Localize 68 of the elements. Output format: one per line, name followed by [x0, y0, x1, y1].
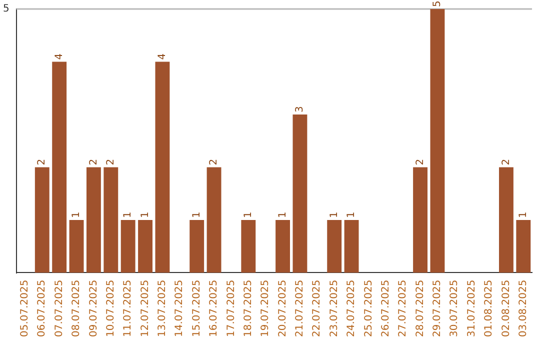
bar: [344, 220, 359, 273]
bar: [276, 220, 290, 273]
data-label: 1: [242, 212, 254, 218]
data-label: 2: [414, 158, 426, 166]
data-label: 1: [122, 212, 134, 218]
bar: [206, 167, 222, 273]
data-label: 1: [518, 212, 529, 218]
data-label: 4: [157, 53, 168, 60]
bar: [86, 167, 101, 273]
data-label: 1: [140, 212, 151, 218]
x-tick-label: 26.07.2025: [380, 280, 392, 338]
bar: [34, 167, 50, 273]
x-tick-label: 23.07.2025: [328, 280, 340, 338]
data-label: 3: [294, 106, 306, 112]
x-tick-label: 19.07.2025: [260, 280, 272, 338]
data-label: 2: [208, 158, 220, 166]
data-label: 1: [71, 212, 82, 218]
data-label: 1: [191, 212, 202, 218]
bar: [190, 220, 204, 273]
bar: [413, 167, 428, 273]
bar: [516, 220, 531, 273]
x-tick-label: 13.07.2025: [157, 280, 168, 338]
bar: [292, 114, 308, 273]
bar: [104, 167, 118, 273]
bar: [430, 9, 445, 273]
x-tick-label: 30.07.2025: [449, 280, 460, 338]
data-label: 4: [54, 53, 65, 60]
x-tick-label: 09.07.2025: [88, 280, 100, 338]
data-label: 1: [346, 212, 358, 218]
x-tick-label: 03.08.2025: [518, 280, 529, 338]
x-tick-label: 27.07.2025: [398, 280, 409, 338]
x-tick-label: 28.07.2025: [414, 280, 426, 338]
x-tick-label: 08.07.2025: [71, 280, 82, 338]
bar: [241, 220, 256, 273]
bar: [120, 220, 136, 273]
x-tick-label: 24.07.2025: [346, 280, 358, 338]
x-tick-label: 10.07.2025: [105, 280, 116, 338]
x-tick-label: 18.07.2025: [242, 280, 254, 338]
data-label: 2: [105, 158, 116, 166]
bar: [155, 62, 170, 273]
x-tick-label: 21.07.2025: [294, 280, 306, 338]
data-label: 2: [500, 158, 512, 166]
bar: [327, 220, 342, 273]
data-label: 1: [277, 212, 288, 218]
data-label: 1: [328, 212, 340, 218]
data-label: 2: [36, 158, 48, 166]
x-tick-label: 06.07.2025: [36, 280, 48, 338]
x-tick-label: 22.07.2025: [312, 280, 323, 338]
x-tick-label: 15.07.2025: [191, 280, 202, 338]
bar: [69, 220, 84, 273]
x-tick-label: 02.08.2025: [500, 280, 512, 338]
x-tick-label: 29.07.2025: [432, 280, 444, 338]
data-label: 5: [432, 0, 444, 7]
x-tick-label: 17.07.2025: [226, 280, 237, 338]
bar: [138, 220, 152, 273]
x-tick-label: 16.07.2025: [208, 280, 220, 338]
x-tick-label: 07.07.2025: [54, 280, 65, 338]
x-tick-label: 14.07.2025: [174, 280, 186, 338]
x-tick-label: 25.07.2025: [363, 280, 374, 338]
x-tick-label: 20.07.2025: [277, 280, 288, 338]
bar: [499, 167, 514, 273]
x-tick-label: 05.07.2025: [20, 280, 31, 338]
x-tick-label: 11.07.2025: [122, 280, 134, 338]
x-tick-label: 01.08.2025: [484, 280, 495, 338]
x-tick-label: 31.07.2025: [466, 280, 478, 338]
bar: [52, 62, 67, 273]
data-label: 2: [88, 158, 100, 166]
x-tick-label: 12.07.2025: [140, 280, 151, 338]
